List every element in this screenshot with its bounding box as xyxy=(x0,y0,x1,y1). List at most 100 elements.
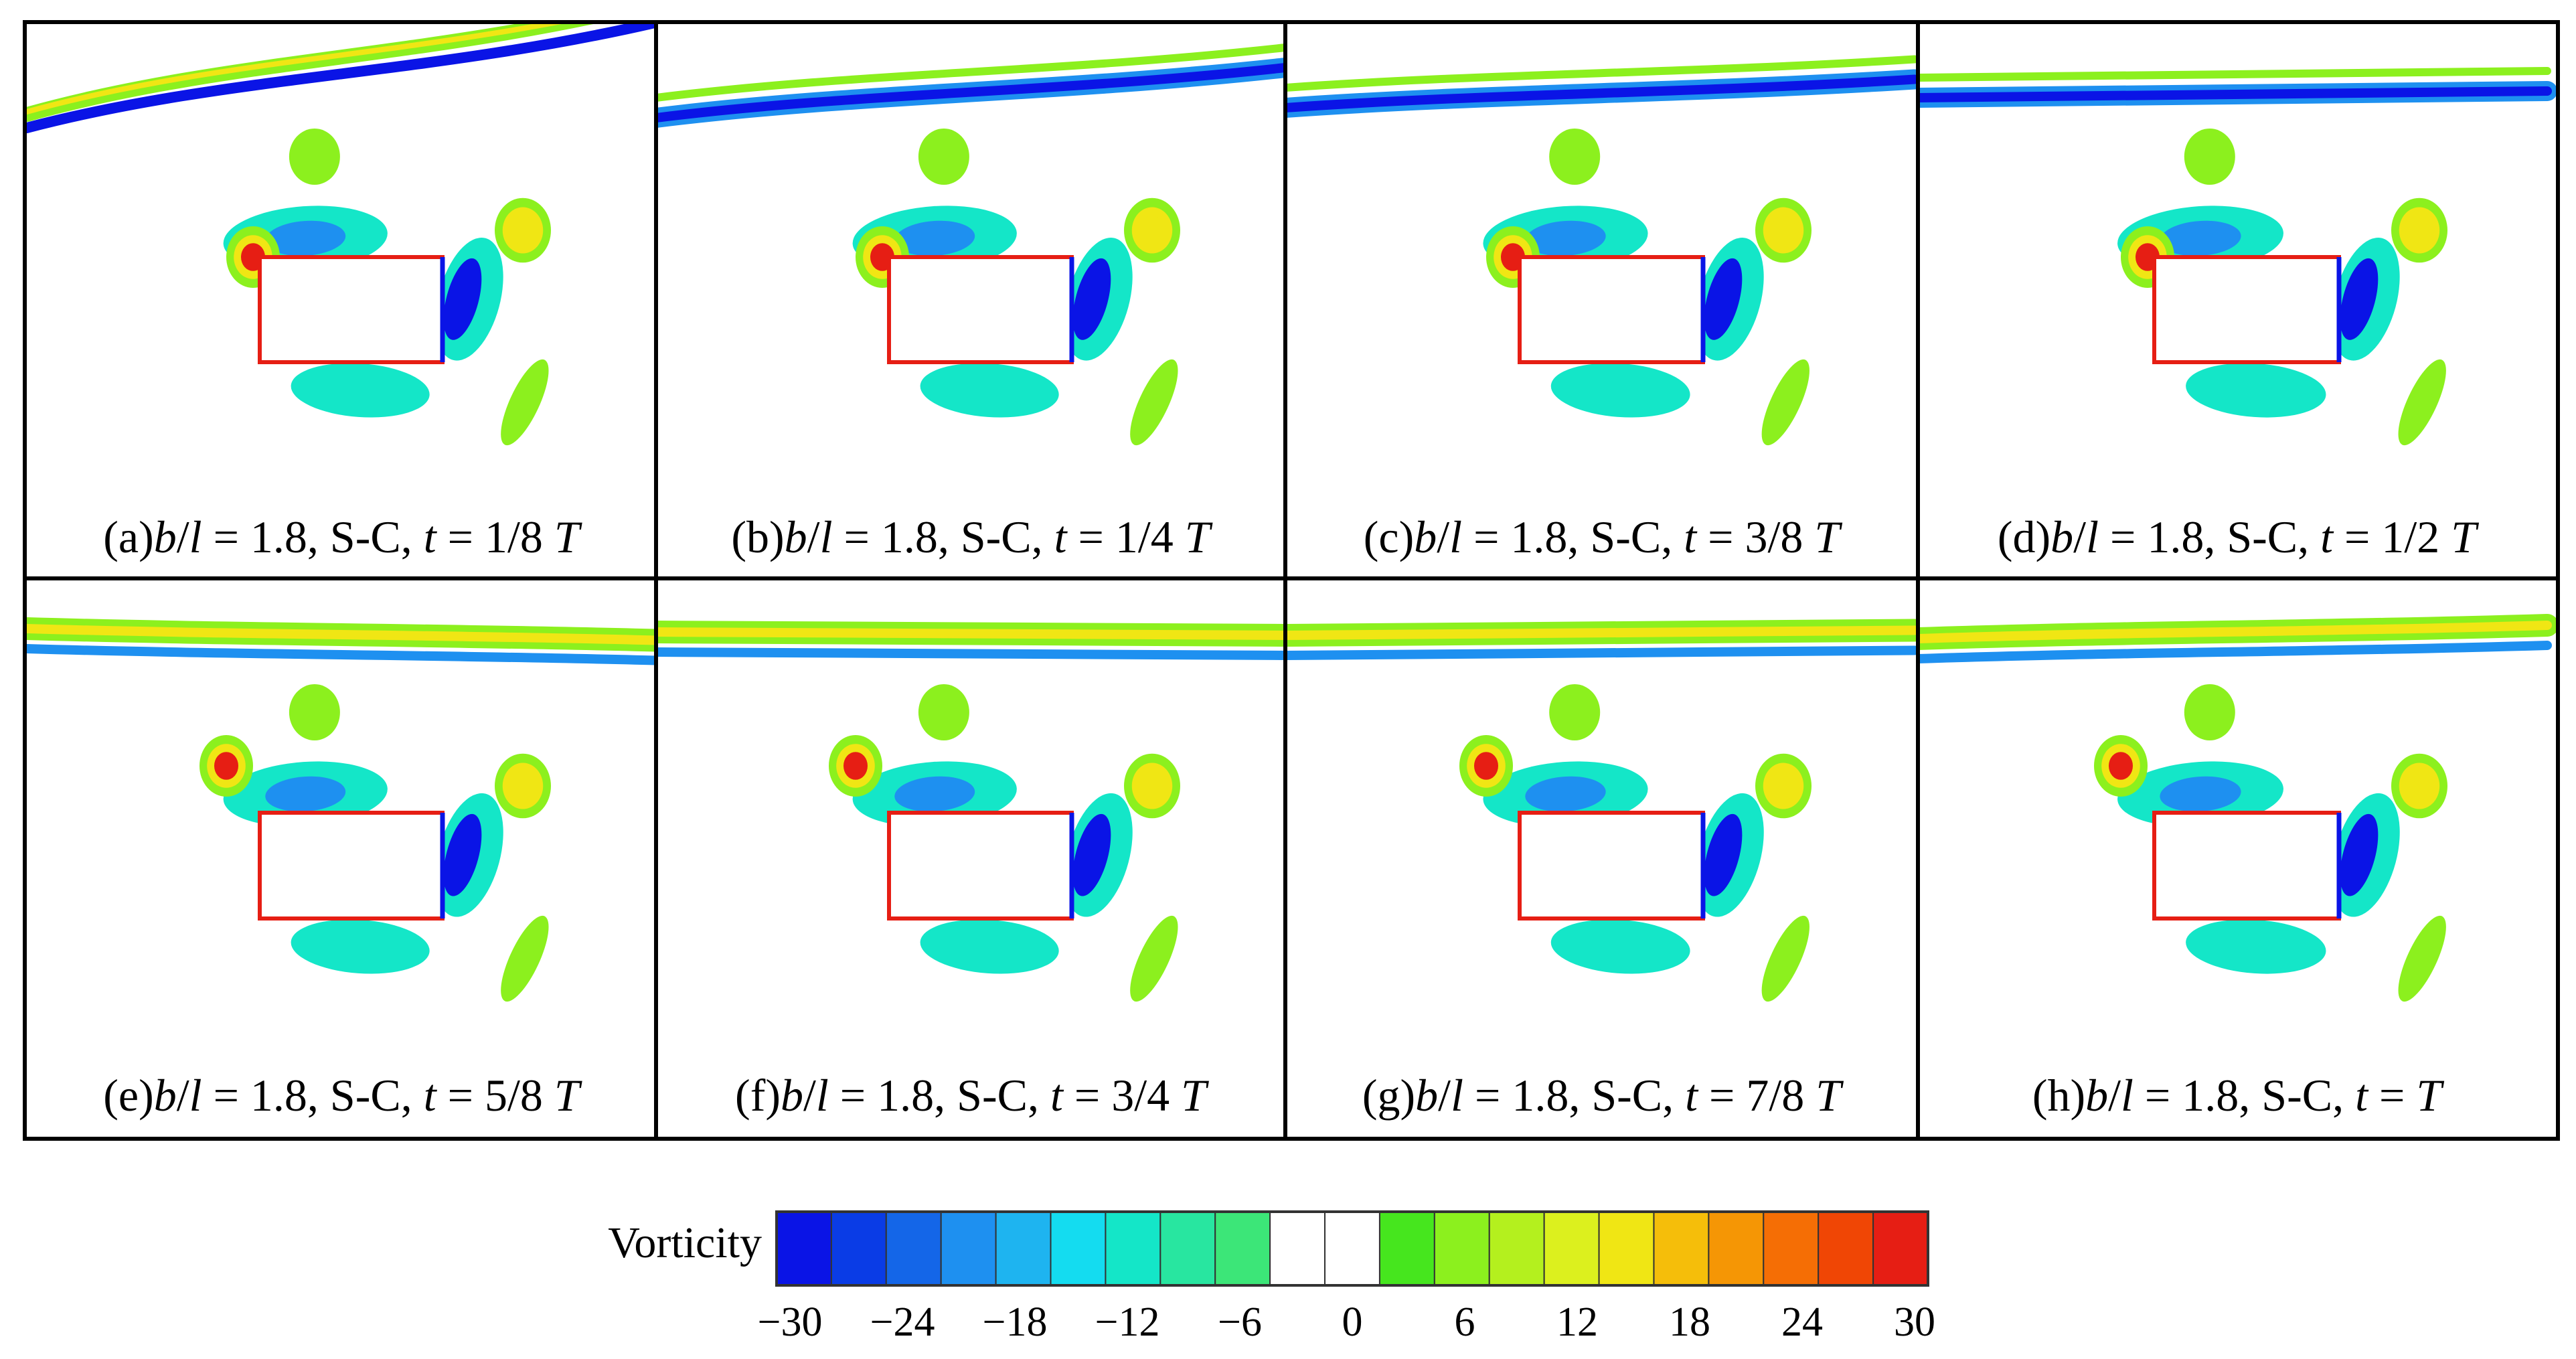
vorticity-field xyxy=(1918,67,2556,446)
colorbar-tick-label: −18 xyxy=(983,1299,1048,1345)
caption-t: t xyxy=(1685,1070,1698,1121)
caption-b: b xyxy=(2050,511,2074,562)
vorticity-field xyxy=(1285,619,1918,1002)
lower-shear-lobe xyxy=(291,919,430,974)
colorbar-tick-label: 18 xyxy=(1669,1299,1710,1345)
rectangular-body xyxy=(1518,255,1705,364)
free-surface-negative-core xyxy=(656,63,1285,123)
caption-t: t xyxy=(423,511,436,562)
vorticity-field xyxy=(27,24,656,446)
trailing-shear-core xyxy=(2340,258,2379,340)
vorticity-field xyxy=(1285,55,1918,446)
shed-vortex-right-core xyxy=(1771,216,1796,245)
vorticity-panel-e: (e)b/l = 1.8, S-C, t = 5/8 T xyxy=(27,578,656,1137)
lower-shear-lobe xyxy=(920,363,1059,418)
caption-t: t xyxy=(1054,511,1067,562)
caption-slash: / xyxy=(1437,511,1450,562)
shed-vortex-lower xyxy=(2398,359,2446,446)
colorbar-tick-label: 6 xyxy=(1455,1299,1475,1345)
caption-slash: / xyxy=(2073,511,2087,562)
panel-divider-horizontal xyxy=(23,576,2560,580)
colorbar-swatch xyxy=(940,1211,997,1286)
colorbar-swatch xyxy=(1598,1211,1655,1286)
caption-frac: = 1/8 xyxy=(436,511,554,562)
shed-vortex-right-core xyxy=(1771,771,1796,801)
colorbar-tick-label: 30 xyxy=(1894,1299,1935,1345)
caption-frac: = xyxy=(2368,1070,2417,1121)
colorbar-swatch xyxy=(830,1211,887,1286)
vorticity-field xyxy=(656,621,1285,1002)
rectangular-body xyxy=(1518,811,1705,921)
colorbar-swatch xyxy=(1433,1211,1490,1286)
shed-vortex-top xyxy=(2184,129,2235,185)
colorbar-swatch xyxy=(1378,1211,1435,1286)
colorbar-swatch xyxy=(1105,1211,1161,1286)
vorticity-panel-b: (b)b/l = 1.8, S-C, t = 1/4 T xyxy=(656,24,1285,578)
colorbar-tick-label: −6 xyxy=(1218,1299,1262,1345)
panel-caption: (e)b/l = 1.8, S-C, t = 5/8 T xyxy=(27,1069,656,1122)
caption-rest: = 1.8, S-C, xyxy=(1462,511,1684,562)
free-surface-negative-layer xyxy=(1918,641,2552,663)
shed-vortex-lower xyxy=(1130,915,1178,1002)
lower-shear-lobe xyxy=(2186,363,2326,418)
caption-tag: (a) xyxy=(103,511,154,562)
free-surface-positive-core xyxy=(27,624,656,645)
shed-vortex-top xyxy=(1549,684,1601,740)
trailing-shear-core xyxy=(1704,813,1743,896)
vorticity-field xyxy=(656,44,1285,446)
colorbar-swatch xyxy=(776,1211,832,1286)
vorticity-panel-g: (g)b/l = 1.8, S-C, t = 7/8 T xyxy=(1285,578,1918,1137)
colorbar-swatch xyxy=(1872,1211,1929,1286)
free-surface-negative-core xyxy=(1285,74,1918,112)
caption-rest: = 1.8, S-C, xyxy=(2098,511,2321,562)
upper-shear-core xyxy=(1525,220,1606,256)
colorbar-tick-label: 0 xyxy=(1342,1299,1363,1345)
trailing-shear-core xyxy=(1072,813,1111,896)
caption-frac: = 1/2 xyxy=(2333,511,2451,562)
colorbar-tick-label: −30 xyxy=(758,1299,823,1345)
colorbar-swatch xyxy=(1763,1211,1820,1286)
caption-l: l xyxy=(189,511,202,562)
rectangular-body xyxy=(258,255,445,364)
caption-rest: = 1.8, S-C, xyxy=(1463,1070,1686,1121)
panel-caption: (f)b/l = 1.8, S-C, t = 3/4 T xyxy=(656,1069,1285,1122)
caption-t: t xyxy=(2355,1070,2368,1121)
lower-shear-lobe xyxy=(920,919,1059,974)
caption-frac: = 5/8 xyxy=(436,1070,554,1121)
caption-b: b xyxy=(1415,1070,1439,1121)
free-surface-negative-core xyxy=(1918,86,2552,102)
caption-slash: / xyxy=(176,1070,189,1121)
colorbar-swatch xyxy=(1818,1211,1874,1286)
shed-vortex-lower xyxy=(1761,359,1809,446)
caption-tag: (f) xyxy=(735,1070,781,1121)
shed-vortex-lower xyxy=(501,915,549,1002)
trailing-shear-core xyxy=(1704,258,1743,340)
caption-t: t xyxy=(1684,511,1697,562)
panel-divider-vertical-2 xyxy=(1283,20,1287,1141)
caption-tag: (d) xyxy=(1997,511,2051,562)
rectangular-body xyxy=(2152,811,2341,921)
caption-frac: = 1/4 xyxy=(1066,511,1185,562)
upper-shear-core xyxy=(1525,776,1606,812)
trailing-shear-core xyxy=(1072,258,1111,340)
leading-edge-vortex-core xyxy=(1474,752,1498,780)
rectangular-body xyxy=(887,811,1074,921)
caption-slash: / xyxy=(803,1070,816,1121)
shed-vortex-top xyxy=(289,684,340,740)
trailing-shear-core xyxy=(2340,813,2379,896)
caption-l: l xyxy=(2086,511,2099,562)
free-surface-positive-core xyxy=(656,627,1285,640)
free-surface-positive-core xyxy=(1285,625,1918,640)
colorbar-swatch xyxy=(1050,1211,1107,1286)
caption-slash: / xyxy=(1438,1070,1451,1121)
caption-slash: / xyxy=(176,511,189,562)
caption-l: l xyxy=(1449,511,1463,562)
caption-t: t xyxy=(423,1070,436,1121)
vorticity-panel-f: (f)b/l = 1.8, S-C, t = 3/4 T xyxy=(656,578,1285,1137)
colorbar-swatch xyxy=(1324,1211,1380,1286)
caption-tag: (h) xyxy=(2032,1070,2086,1121)
shed-vortex-lower xyxy=(501,359,549,446)
panel-divider-vertical-3 xyxy=(1916,20,1920,1141)
colorbar-tick-label: 24 xyxy=(1781,1299,1823,1345)
